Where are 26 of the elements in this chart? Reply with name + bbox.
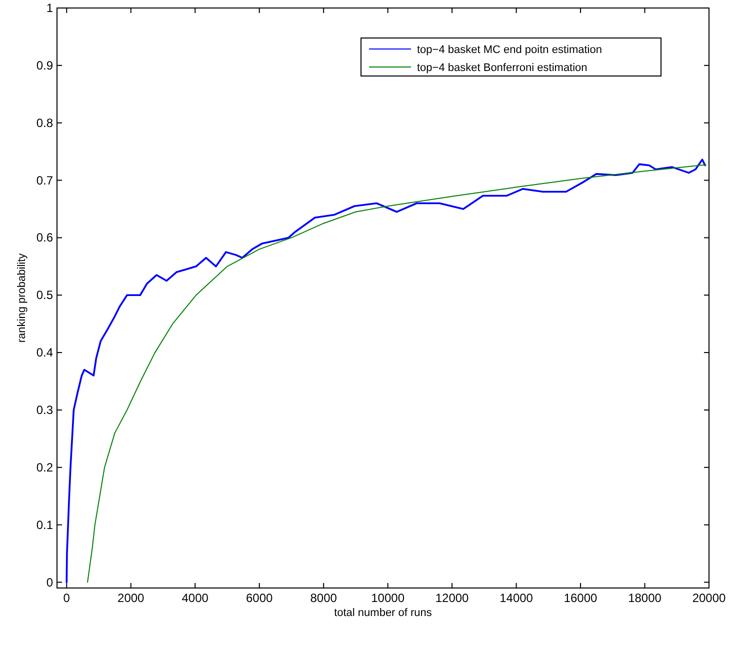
- y-tick-label: 0: [46, 575, 54, 590]
- y-tick-label: 0.4: [36, 346, 54, 360]
- y-tick-label: 0.9: [36, 58, 54, 72]
- x-tick-label: 4000: [182, 591, 209, 605]
- y-tick-label: 0.2: [36, 460, 54, 474]
- x-tick-label: 6000: [246, 591, 274, 605]
- x-tick-label: 0: [63, 591, 70, 605]
- x-tick-label: 18000: [628, 591, 662, 605]
- x-tick-label: 16000: [564, 591, 598, 605]
- y-tick-label: 0.1: [36, 518, 54, 532]
- legend-label: top−4 basket MC end poitn estimation: [417, 44, 602, 56]
- x-axis-title: total number of runs: [334, 607, 432, 619]
- y-tick-label: 0.3: [36, 402, 54, 417]
- x-tick-label: 2000: [118, 591, 145, 605]
- legend-label: top−4 basket Bonferroni estimation: [417, 62, 588, 74]
- y-tick-label: 0.6: [36, 230, 54, 245]
- x-tick-label: 10000: [371, 591, 405, 605]
- x-tick-label: 12000: [435, 591, 470, 605]
- x-tick-label: 8000: [310, 591, 338, 605]
- x-tick-label: 14000: [500, 591, 534, 605]
- x-tick-label: 20000: [692, 591, 726, 605]
- y-tick-label: 0.8: [36, 116, 54, 130]
- y-tick-label: 0.5: [36, 288, 54, 302]
- y-axis-title: ranking probability: [16, 252, 28, 343]
- y-tick-label: 0.7: [36, 173, 54, 188]
- y-tick-label: 1: [46, 1, 54, 15]
